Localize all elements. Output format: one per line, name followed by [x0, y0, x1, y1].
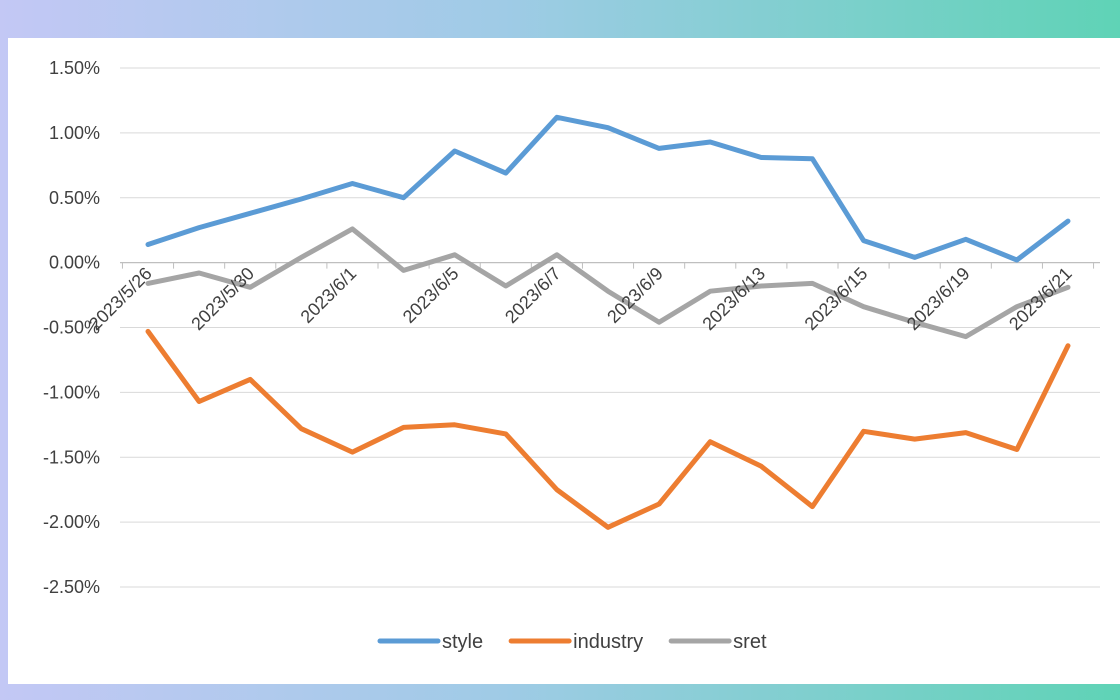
x-tick-label: 2023/5/26: [85, 263, 156, 334]
y-tick-labels: 1.50% 1.00% 0.50% 0.00% -0.50% -1.00% -1.50% -2…: [43, 58, 100, 597]
line-chart: 1.50% 1.00% 0.50% 0.00% -0.50% -1.00% -1.50% -2…: [43, 58, 1100, 653]
x-tick-label: 2023/6/13: [698, 263, 769, 334]
y-tick-label: -1.50%: [43, 447, 100, 467]
x-tick-label: 2023/6/5: [399, 263, 463, 327]
chart-card: 1.50% 1.00% 0.50% 0.00% -0.50% -1.00% -1.50% -2…: [8, 38, 1120, 684]
y-tick-label: 1.00%: [49, 123, 100, 143]
legend-label-sret: sret: [733, 631, 767, 653]
legend-label-industry: industry: [573, 631, 643, 653]
y-tick-label: -2.50%: [43, 577, 100, 597]
series-lines: [145, 114, 1071, 530]
series-line-industry: [145, 328, 1071, 530]
x-tick-label: 2023/6/1: [297, 263, 361, 327]
series-line-style: [145, 114, 1071, 263]
y-tick-label: -1.00%: [43, 382, 100, 402]
y-tick-label: -2.00%: [43, 512, 100, 532]
gridlines: [120, 67, 1100, 588]
x-tick-label: 2023/6/19: [903, 263, 974, 334]
y-tick-label: 1.50%: [49, 58, 100, 78]
y-tick-label: 0.00%: [49, 253, 100, 273]
y-tick-label: -0.50%: [43, 318, 100, 338]
x-tick-label: 2023/6/15: [801, 263, 872, 334]
legend: style industry sret: [377, 631, 767, 653]
x-tick-label: 2023/6/21: [1005, 263, 1076, 334]
legend-label-style: style: [442, 631, 483, 653]
x-axis: [120, 262, 1100, 269]
y-tick-label: 0.50%: [49, 188, 100, 208]
x-tick-label: 2023/6/7: [501, 263, 565, 327]
